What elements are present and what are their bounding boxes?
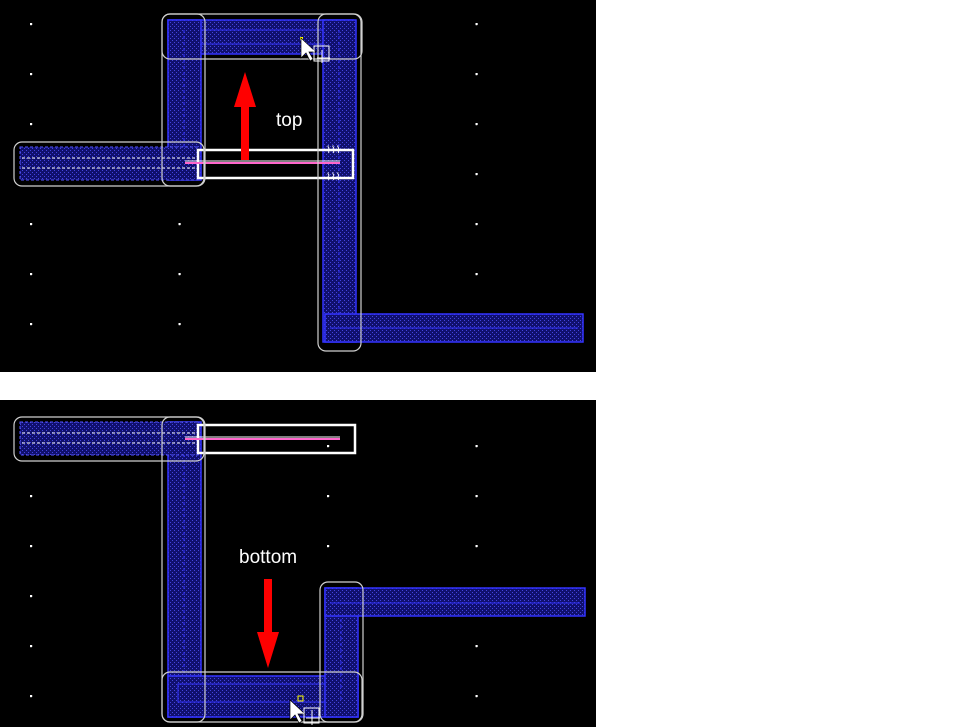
mouse-pointer-icon — [300, 37, 317, 62]
dashed-wire-left[interactable] — [19, 146, 199, 181]
move-cursor-icon — [303, 707, 320, 725]
layout-canvas-top[interactable]: ⌇⌇⌇ ⌇⌇⌇ top — [0, 0, 596, 372]
svg-text:⌇⌇⌇: ⌇⌇⌇ — [326, 145, 341, 156]
selection-outlines — [13, 13, 363, 352]
dashed-wire-left[interactable] — [19, 421, 199, 456]
svg-text:⌇⌇⌇: ⌇⌇⌇ — [326, 172, 341, 183]
selected-bar[interactable]: ⌇⌇⌇ ⌇⌇⌇ — [185, 145, 355, 183]
direction-arrow-up — [234, 72, 256, 160]
selection-outlines — [13, 416, 364, 723]
move-cursor-icon — [313, 45, 330, 63]
panel-caption-top: top — [276, 110, 303, 131]
selected-bar[interactable] — [185, 423, 357, 455]
wire-segment-top-right-horizontal[interactable] — [324, 587, 586, 617]
direction-arrow-down — [257, 579, 279, 668]
wire-segment-left-vertical[interactable] — [167, 421, 202, 718]
wire-segment-bottom-right-horizontal[interactable] — [324, 313, 584, 343]
layout-drawing-bottom — [0, 400, 596, 727]
panel-caption-bottom: bottom — [239, 547, 298, 568]
layout-drawing-top: ⌇⌇⌇ ⌇⌇⌇ — [0, 0, 596, 372]
layout-canvas-bottom[interactable]: bottom — [0, 400, 596, 727]
